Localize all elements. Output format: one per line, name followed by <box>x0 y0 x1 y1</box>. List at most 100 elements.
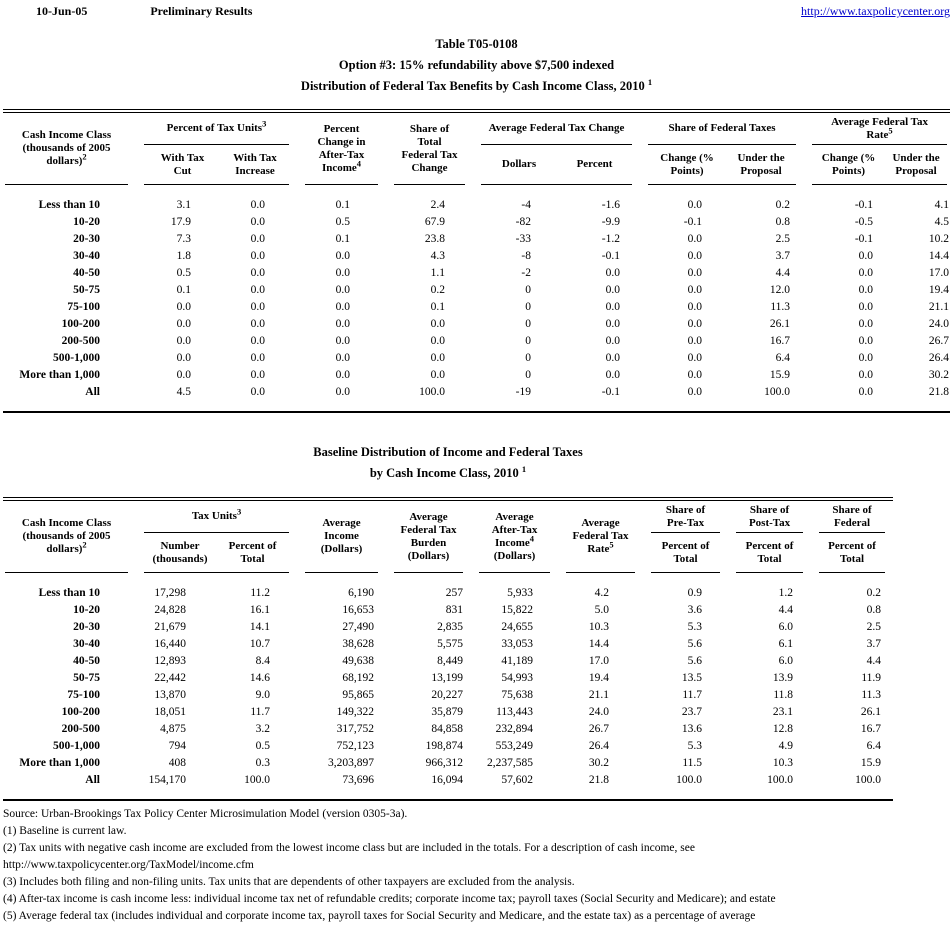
value-cell: 0.5 <box>176 267 191 279</box>
value-cell: 0 <box>525 301 531 313</box>
value-cell: 6.4 <box>775 352 791 364</box>
value-cell: 68,192 <box>342 672 375 684</box>
table2-bottom-rule <box>3 799 893 801</box>
footnote-ref: 3 <box>236 506 242 517</box>
header-average-after-tax-income: Average After-Tax Income4 (Dollars) <box>471 501 558 573</box>
value-cell: 0.0 <box>858 250 874 262</box>
value-cell: 20,227 <box>431 689 464 701</box>
report-date: 10-Jun-05 <box>36 4 88 18</box>
value-cell: 19.4 <box>928 284 950 296</box>
income-class-label: 50-75 <box>73 284 100 296</box>
value-cell: -4 <box>521 199 531 211</box>
value-cell: 2,835 <box>437 621 464 633</box>
value-cell: 0.0 <box>250 216 265 228</box>
value-cell: 16,653 <box>342 604 375 616</box>
value-cell: 0.0 <box>250 318 265 330</box>
income-class-label: More than 1,000 <box>19 369 100 381</box>
income-class-label: 500-1,000 <box>53 352 100 364</box>
value-cell: 0.0 <box>605 352 621 364</box>
income-class-label: 10-20 <box>73 216 100 228</box>
value-cell: 0.0 <box>858 335 874 347</box>
value-cell: 0.0 <box>858 301 874 313</box>
value-cell: 0.0 <box>250 199 265 211</box>
value-cell: 6,190 <box>348 587 375 599</box>
income-class-label: 200-500 <box>61 723 100 735</box>
income-class-label: All <box>85 386 100 398</box>
value-cell: 0.0 <box>250 386 265 398</box>
value-cell: 67.9 <box>424 216 445 228</box>
value-cell: 2.4 <box>430 199 445 211</box>
value-cell: 100.0 <box>419 386 445 398</box>
value-cell: 0.0 <box>250 267 265 279</box>
value-cell: 0.0 <box>858 386 874 398</box>
table-row: 100-200 0.0 0.0 0.0 0.0 0 0.0 0.0 26.1 0.0 24.0 <box>3 313 952 330</box>
value-cell: 0.0 <box>250 352 265 364</box>
title-line: by Cash Income Class, 2010 1 <box>369 463 527 480</box>
value-cell: 6.0 <box>778 621 794 633</box>
value-cell: -1.6 <box>601 199 621 211</box>
header-average-federal-tax-change: Average Federal Tax Change <box>473 113 640 145</box>
value-cell: 0.0 <box>858 318 874 330</box>
header-average-federal-tax-burden: Average Federal Tax Burden (Dollars) <box>386 501 471 573</box>
value-cell: 17,298 <box>154 587 186 599</box>
tpc-link[interactable]: http://www.taxpolicycenter.org <box>801 4 950 18</box>
value-cell: -2 <box>521 267 531 279</box>
table-row: All 4.5 0.0 0.0 100.0 -19 -0.1 0.0 100.0 0.0 21.8 <box>3 381 952 398</box>
value-cell: 8,449 <box>437 655 464 667</box>
header-average-federal-tax-rate: Average Federal Tax Rate5 <box>558 501 643 573</box>
income-class-label: 20-30 <box>73 233 100 245</box>
value-cell: 3,203,897 <box>328 757 375 769</box>
value-cell: 21.8 <box>928 386 950 398</box>
value-cell: 17.9 <box>170 216 191 228</box>
title-line: Table T05-0108 <box>435 37 518 51</box>
value-cell: 16.7 <box>769 335 791 347</box>
table-row: All 154,170 100.0 73,696 16,094 57,602 21.8 100… <box>3 769 893 786</box>
value-cell: 10.3 <box>588 621 610 633</box>
footnote-ref: 1 <box>521 463 527 474</box>
header-tax-units: Tax Units3 <box>136 501 297 533</box>
value-cell: 3.6 <box>687 604 703 616</box>
value-cell: 4.2 <box>594 587 610 599</box>
table2-body: Less than 10 17,298 11.2 6,190 257 5,933 4.2 0.… <box>3 573 893 786</box>
table1-header: Cash Income Class (thousands of 2005 dol… <box>3 113 952 185</box>
value-cell: 4.4 <box>866 655 882 667</box>
value-cell: 752,123 <box>336 740 375 752</box>
value-cell: 0.0 <box>250 233 265 245</box>
value-cell: 0.8 <box>775 216 791 228</box>
value-cell: 14.6 <box>249 672 271 684</box>
header-share-of-post-tax: Share of Post-Tax <box>728 501 811 533</box>
value-cell: 11.3 <box>861 689 882 701</box>
value-cell: 794 <box>168 740 186 752</box>
value-cell: 5,575 <box>437 638 464 650</box>
value-cell: 0.0 <box>335 352 350 364</box>
table-row: 30-40 1.8 0.0 0.0 4.3 -8 -0.1 0.0 3.7 0.0 14.4 <box>3 245 952 262</box>
value-cell: 0.2 <box>775 199 791 211</box>
header-percent-of-tax-units: Percent of Tax Units3 <box>136 113 297 145</box>
value-cell: 0.0 <box>687 301 703 313</box>
table1-title: Table T05-0108 Option #3: 15% refundabil… <box>3 34 950 97</box>
value-cell: 4.4 <box>775 267 791 279</box>
value-cell: 0.0 <box>687 335 703 347</box>
value-cell: 0.0 <box>335 284 350 296</box>
header-percent-of-total-post-tax: Percent of Total <box>728 533 811 573</box>
value-cell: 198,874 <box>425 740 464 752</box>
footnote-ref: 5 <box>609 539 614 550</box>
value-cell: 0.9 <box>687 587 703 599</box>
income-class-label: 40-50 <box>73 267 100 279</box>
footnote-5: (5) Average federal tax (includes indivi… <box>3 910 756 922</box>
value-cell: -0.1 <box>601 386 621 398</box>
value-cell: 0.0 <box>430 369 445 381</box>
value-cell: 4.9 <box>778 740 794 752</box>
value-cell: 0.0 <box>605 267 621 279</box>
income-class-label: 100-200 <box>61 318 100 330</box>
value-cell: 1.8 <box>176 250 191 262</box>
value-cell: 15.9 <box>769 369 791 381</box>
income-class-label: 100-200 <box>61 706 100 718</box>
baseline-distribution-table: Cash Income Class (thousands of 2005 dol… <box>3 501 893 786</box>
value-cell: 14.4 <box>928 250 950 262</box>
value-cell: 21.8 <box>588 774 610 786</box>
table-row: 40-50 0.5 0.0 0.0 1.1 -2 0.0 0.0 4.4 0.0 17.0 <box>3 262 952 279</box>
value-cell: 2,237,585 <box>487 757 534 769</box>
value-cell: 100.0 <box>676 774 703 786</box>
table-row: 200-500 0.0 0.0 0.0 0.0 0 0.0 0.0 16.7 0.0 26.7 <box>3 330 952 347</box>
